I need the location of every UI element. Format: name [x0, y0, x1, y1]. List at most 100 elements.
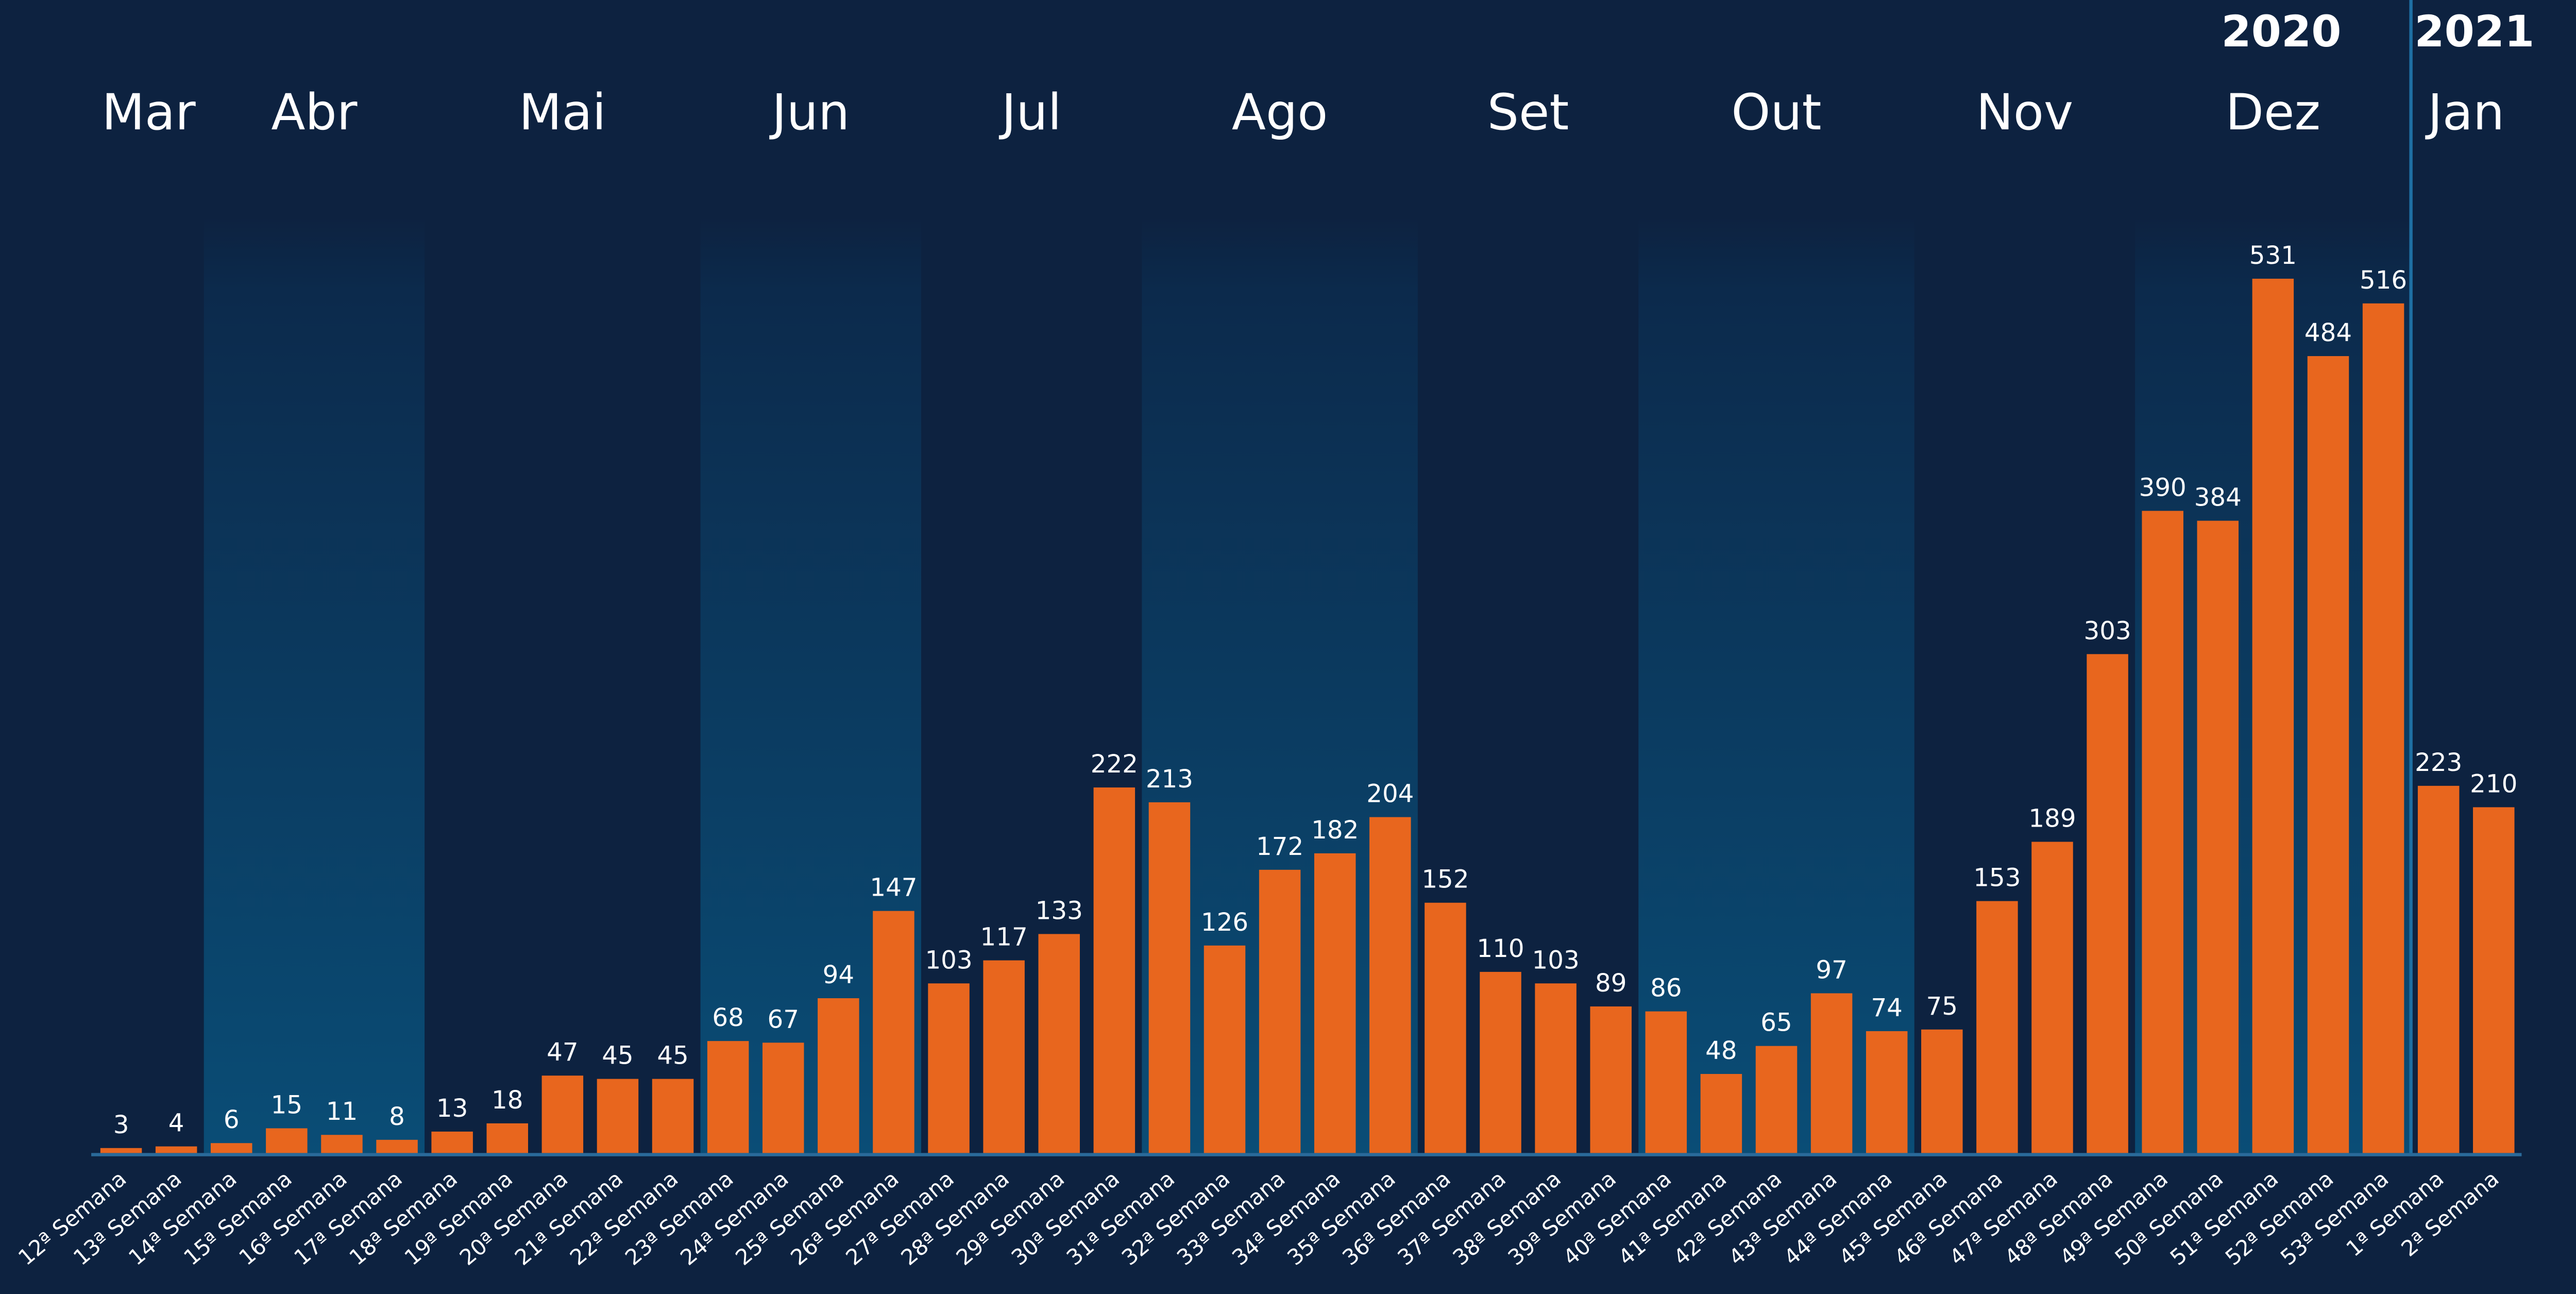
bar — [155, 1146, 197, 1153]
year-label: 2020 — [2221, 6, 2341, 57]
bar — [1921, 1029, 1963, 1153]
month-label: Jan — [2425, 83, 2504, 141]
bar — [1204, 945, 1246, 1153]
value-label: 147 — [870, 873, 917, 902]
month-band — [1638, 215, 1914, 1153]
bar — [983, 960, 1025, 1153]
month-label: Jun — [769, 83, 850, 141]
month-band — [204, 215, 425, 1153]
value-label: 531 — [2249, 241, 2297, 270]
value-label: 213 — [1146, 765, 1193, 794]
value-label: 153 — [1973, 864, 2021, 893]
value-label: 94 — [823, 961, 854, 989]
bar — [1700, 1074, 1742, 1153]
bar — [1755, 1046, 1798, 1153]
bar — [2252, 278, 2294, 1153]
value-label: 74 — [1871, 994, 1902, 1022]
month-label: Ago — [1232, 83, 1328, 141]
value-label: 8 — [389, 1102, 405, 1131]
month-label: Jul — [999, 83, 1062, 141]
bar — [762, 1043, 804, 1153]
bar — [928, 983, 970, 1153]
bar — [541, 1075, 584, 1153]
value-label: 47 — [547, 1038, 578, 1067]
month-label: Abr — [271, 83, 357, 141]
bar — [1369, 817, 1411, 1153]
bar — [1590, 1006, 1632, 1153]
value-label: 189 — [2028, 804, 2076, 833]
value-label: 3 — [113, 1111, 129, 1139]
bar — [652, 1079, 694, 1153]
value-label: 110 — [1477, 934, 1524, 963]
bar — [211, 1143, 252, 1153]
bar — [707, 1041, 749, 1153]
month-label: Dez — [2226, 83, 2321, 141]
bar — [818, 998, 859, 1153]
bar — [1480, 971, 1521, 1153]
value-label: 45 — [657, 1041, 688, 1070]
bar — [597, 1079, 639, 1153]
value-label: 390 — [2139, 473, 2187, 502]
value-label: 11 — [326, 1097, 358, 1126]
month-label: Nov — [1976, 83, 2074, 141]
value-label: 117 — [980, 923, 1028, 952]
year-label: 2021 — [2414, 6, 2534, 57]
bar — [1976, 901, 2018, 1153]
value-label: 516 — [2360, 266, 2407, 295]
bar — [1810, 993, 1853, 1153]
value-label: 13 — [436, 1094, 468, 1123]
bar — [2362, 303, 2404, 1153]
value-label: 89 — [1595, 969, 1626, 998]
bar — [1093, 787, 1136, 1153]
bar — [1148, 802, 1191, 1153]
bar — [2417, 785, 2460, 1153]
bar — [486, 1123, 528, 1153]
value-label: 222 — [1091, 750, 1138, 779]
value-label: 6 — [224, 1105, 240, 1134]
value-label: 223 — [2415, 748, 2462, 777]
value-label: 103 — [1532, 946, 1580, 974]
bar — [1314, 853, 1356, 1153]
bar — [376, 1139, 418, 1153]
value-label: 67 — [768, 1005, 799, 1034]
bar — [100, 1148, 142, 1153]
bar — [321, 1135, 363, 1153]
value-label: 103 — [925, 946, 972, 974]
value-label: 15 — [271, 1090, 302, 1119]
value-label: 172 — [1256, 832, 1303, 861]
value-label: 75 — [1926, 992, 1958, 1021]
value-label: 133 — [1036, 896, 1083, 925]
bar — [1535, 983, 1577, 1153]
value-label: 210 — [2470, 769, 2517, 798]
bar — [431, 1131, 473, 1153]
bar — [2197, 520, 2239, 1153]
value-label: 45 — [602, 1041, 633, 1070]
value-label: 48 — [1705, 1036, 1737, 1065]
value-label: 484 — [2304, 318, 2352, 347]
value-label: 182 — [1311, 816, 1359, 845]
bar — [2142, 511, 2183, 1153]
bar — [2473, 807, 2515, 1153]
bar — [2031, 842, 2073, 1153]
month-label: Out — [1731, 83, 1821, 141]
value-label: 68 — [712, 1003, 743, 1032]
value-label: 86 — [1650, 974, 1682, 1003]
bar — [2087, 654, 2128, 1153]
value-label: 18 — [492, 1086, 523, 1115]
value-label: 65 — [1760, 1009, 1792, 1037]
bar — [873, 911, 914, 1153]
value-label: 204 — [1366, 780, 1414, 809]
bar — [1038, 934, 1080, 1153]
month-label: Set — [1487, 83, 1569, 141]
bar — [1425, 902, 1466, 1153]
bar — [1259, 869, 1301, 1153]
value-label: 384 — [2194, 483, 2242, 512]
bar — [2307, 356, 2349, 1153]
month-label: Mai — [519, 83, 606, 141]
bar — [266, 1128, 308, 1153]
value-label: 97 — [1816, 955, 1847, 984]
month-label: Mar — [101, 83, 196, 141]
value-label: 152 — [1421, 865, 1469, 894]
